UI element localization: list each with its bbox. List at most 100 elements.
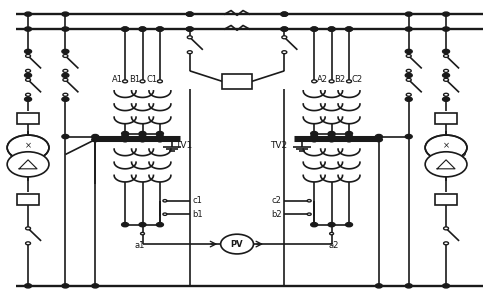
Text: ×: × bbox=[24, 142, 31, 151]
Text: A2: A2 bbox=[317, 75, 328, 84]
Circle shape bbox=[328, 137, 335, 142]
Text: a1: a1 bbox=[135, 241, 145, 250]
Circle shape bbox=[92, 134, 99, 139]
Circle shape bbox=[187, 36, 192, 39]
Circle shape bbox=[329, 80, 334, 83]
Text: B1: B1 bbox=[129, 75, 140, 84]
Circle shape bbox=[444, 227, 449, 230]
Circle shape bbox=[92, 284, 99, 288]
Circle shape bbox=[443, 12, 450, 16]
Circle shape bbox=[345, 223, 352, 227]
Circle shape bbox=[157, 27, 163, 31]
Circle shape bbox=[405, 27, 412, 31]
Circle shape bbox=[25, 78, 30, 81]
Text: b2: b2 bbox=[271, 210, 282, 219]
Circle shape bbox=[62, 97, 69, 101]
Circle shape bbox=[25, 69, 30, 72]
Circle shape bbox=[63, 93, 68, 96]
Circle shape bbox=[345, 134, 352, 139]
Bar bbox=[17, 194, 39, 205]
Circle shape bbox=[312, 80, 317, 83]
Circle shape bbox=[25, 93, 30, 96]
Circle shape bbox=[443, 97, 450, 101]
Circle shape bbox=[24, 97, 31, 101]
Circle shape bbox=[186, 12, 193, 16]
Circle shape bbox=[122, 137, 129, 142]
Circle shape bbox=[62, 12, 69, 16]
Circle shape bbox=[24, 50, 31, 53]
Circle shape bbox=[345, 137, 352, 142]
Bar bbox=[17, 113, 39, 124]
Circle shape bbox=[281, 12, 288, 16]
Circle shape bbox=[62, 50, 69, 53]
Text: TV2: TV2 bbox=[269, 141, 287, 150]
Circle shape bbox=[25, 227, 30, 230]
Circle shape bbox=[122, 137, 129, 142]
Circle shape bbox=[24, 284, 31, 288]
Text: A1: A1 bbox=[112, 75, 123, 84]
Circle shape bbox=[328, 137, 335, 142]
Circle shape bbox=[92, 137, 99, 142]
Circle shape bbox=[311, 223, 318, 227]
Text: C2: C2 bbox=[351, 75, 363, 84]
Circle shape bbox=[311, 137, 318, 142]
Circle shape bbox=[186, 27, 193, 31]
Circle shape bbox=[444, 93, 449, 96]
Circle shape bbox=[328, 223, 335, 227]
Circle shape bbox=[311, 27, 318, 31]
Circle shape bbox=[158, 80, 162, 83]
Circle shape bbox=[122, 131, 129, 136]
Circle shape bbox=[62, 134, 69, 139]
Circle shape bbox=[406, 93, 411, 96]
Circle shape bbox=[281, 12, 288, 16]
Circle shape bbox=[62, 73, 69, 77]
Circle shape bbox=[140, 80, 145, 83]
Text: Q: Q bbox=[233, 76, 241, 86]
Circle shape bbox=[7, 135, 49, 160]
Circle shape bbox=[425, 135, 467, 160]
Text: a2: a2 bbox=[329, 241, 339, 250]
Circle shape bbox=[328, 134, 335, 139]
Circle shape bbox=[345, 137, 352, 142]
Circle shape bbox=[221, 234, 253, 254]
Text: TV1: TV1 bbox=[175, 141, 192, 150]
Circle shape bbox=[311, 137, 318, 142]
Circle shape bbox=[405, 12, 412, 16]
Circle shape bbox=[311, 131, 318, 136]
Circle shape bbox=[375, 137, 382, 142]
Circle shape bbox=[406, 69, 411, 72]
Circle shape bbox=[346, 80, 351, 83]
Text: B2: B2 bbox=[334, 75, 345, 84]
Circle shape bbox=[157, 27, 163, 31]
Circle shape bbox=[282, 51, 287, 54]
Circle shape bbox=[345, 27, 352, 31]
Circle shape bbox=[122, 223, 129, 227]
Circle shape bbox=[281, 27, 288, 31]
Circle shape bbox=[139, 137, 146, 142]
Circle shape bbox=[139, 27, 146, 31]
Circle shape bbox=[345, 27, 352, 31]
Circle shape bbox=[25, 54, 30, 57]
Circle shape bbox=[122, 27, 129, 31]
Circle shape bbox=[163, 200, 167, 202]
Circle shape bbox=[7, 152, 49, 177]
Text: T2: T2 bbox=[455, 151, 467, 161]
Circle shape bbox=[444, 54, 449, 57]
Circle shape bbox=[24, 12, 31, 16]
Circle shape bbox=[425, 152, 467, 177]
Circle shape bbox=[122, 27, 129, 31]
Circle shape bbox=[139, 223, 146, 227]
Circle shape bbox=[444, 242, 449, 245]
Circle shape bbox=[307, 213, 311, 215]
Circle shape bbox=[139, 137, 146, 142]
Circle shape bbox=[328, 27, 335, 31]
Circle shape bbox=[157, 223, 163, 227]
Circle shape bbox=[24, 73, 31, 77]
Circle shape bbox=[186, 27, 193, 31]
Circle shape bbox=[24, 27, 31, 31]
Circle shape bbox=[307, 200, 311, 202]
Circle shape bbox=[375, 134, 382, 139]
Circle shape bbox=[157, 137, 163, 142]
Circle shape bbox=[443, 73, 450, 77]
Circle shape bbox=[281, 27, 288, 31]
